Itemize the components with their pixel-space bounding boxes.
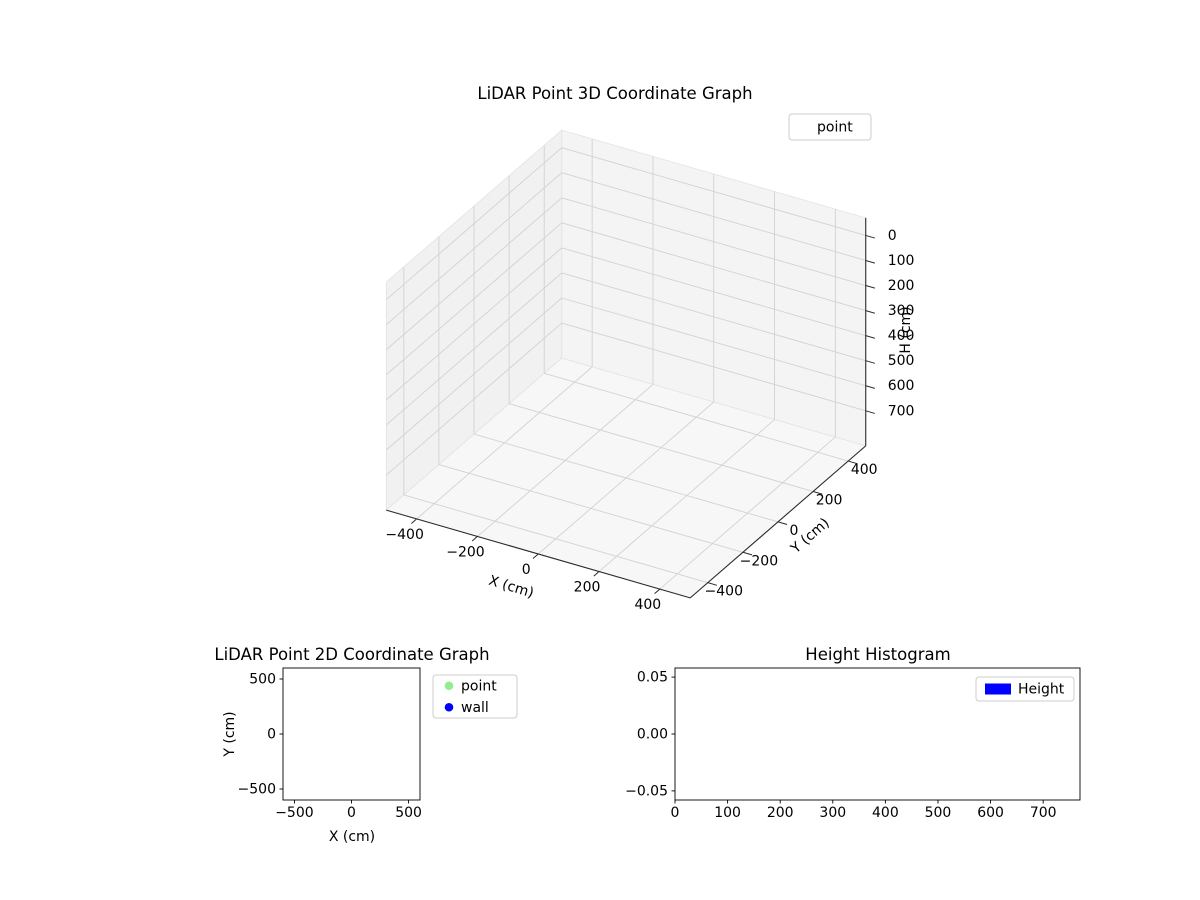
legend-marker-wall [444,702,454,712]
plot-frame [282,667,421,801]
x-tick-label: 0 [347,805,356,821]
x-tick-label: −500 [275,805,313,821]
grid-line [561,272,866,362]
x-tick-label: 700 [1030,805,1057,821]
grid-line [385,197,563,351]
grid-line [561,297,866,387]
x-tick-label: 400 [634,597,661,613]
x-tick-label: −400 [385,527,423,543]
x-tick-label: 100 [714,805,741,821]
legend-label: wall [461,700,489,716]
y-tick-mark [777,521,788,525]
grid-line [385,222,563,376]
y-tick-label: 400 [851,462,878,478]
z-tick-mark [865,410,875,414]
y-tick-label: 200 [816,492,843,508]
x-tick-mark [471,536,478,542]
grid-line [385,272,563,426]
legend-box [788,113,872,141]
y-tick-mark [848,460,858,465]
legend-marker-point [444,681,454,691]
z-tick-mark [865,310,875,314]
y-tick-label: −200 [740,553,778,569]
legend-box [432,674,518,719]
z-tick-label: 100 [888,253,915,269]
grid-line [561,197,866,286]
plot-3d-axes: −400 −200 0 200 400 −400 −200 0 200 400 0 100 200 300… [385,113,915,613]
plot-2d-axes: −500 0 500 500 0 −500 point wall [238,667,518,821]
x-tick-label: 300 [819,805,846,821]
x-tick-label: 400 [872,805,899,821]
y-tick-label: 0 [790,523,799,539]
z-tick-mark [865,234,875,239]
x-tick-label: 0 [522,562,531,578]
grid-line [403,494,708,584]
z-tick-label: 500 [888,353,915,369]
z-tick-mark [865,260,875,264]
y-tick-label: −0.05 [625,783,668,799]
legend-label: Height [1018,682,1065,698]
x-tick-mark [411,518,417,524]
legend-label: point [817,120,853,136]
legend-marker-point [800,122,810,132]
x-tick-label: 500 [395,805,422,821]
x-tick-label: 500 [925,805,952,821]
y-tick-label: 500 [249,672,276,688]
grid-line [385,297,563,451]
z-tick-mark [865,285,875,289]
grid-line [385,247,563,401]
z-tick-mark [865,360,875,364]
x-tick-label: 200 [574,580,601,596]
y-tick-label: 0.00 [637,727,668,743]
plot-2d-title: LiDAR Point 2D Coordinate Graph [214,645,489,664]
plot-hist-title: Height Histogram [805,645,950,664]
z-tick-label: 700 [888,403,915,419]
plot-3d-z-axis-label: H (cm) [898,306,914,353]
grid-line [544,372,849,462]
x-tick-mark [593,571,600,577]
x-tick-mark [654,588,661,595]
z-tick-label: 0 [888,228,897,244]
grid-line [385,147,563,301]
legend-box [975,676,1075,702]
grid-line [508,403,814,492]
legend-swatch-Height [985,683,1011,695]
plot-2d-x-axis-label: X (cm) [329,829,375,845]
grid-line [385,172,563,326]
grid-line [438,464,744,553]
y-tick-label: 0.05 [637,670,668,686]
legend-label: point [461,678,497,694]
y-tick-label: 0 [267,727,276,743]
grid-line [561,222,866,312]
grid-line [561,147,866,236]
plot-hist-axes: 0 100 200 300 400 500 600 700 0.05 0.00 −0.05 Heigh… [625,667,1081,821]
x-tick-label: −200 [446,544,484,560]
grid-line [561,172,866,261]
grid-line [473,433,779,523]
z-tick-mark [865,335,875,339]
z-tick-label: 300 [888,303,915,319]
x-tick-label: 200 [767,805,794,821]
x-tick-label: 0 [671,805,680,821]
z-tick-mark [865,385,875,389]
grid-line [385,322,563,476]
grid-line [561,322,866,412]
grid-line [561,247,866,337]
y-tick-mark [812,490,823,495]
y-tick-mark [707,582,718,586]
z-tick-label: 600 [888,378,915,394]
plot-2d-y-axis-label: Y (cm) [222,711,238,757]
z-tick-label: 400 [888,328,915,344]
z-tick-label: 200 [888,278,915,294]
x-tick-label: 600 [977,805,1004,821]
plot-3d-title: LiDAR Point 3D Coordinate Graph [477,84,752,103]
y-tick-mark [742,551,753,556]
y-tick-label: −500 [238,782,276,798]
x-tick-mark [532,553,539,559]
y-tick-label: −400 [705,584,743,600]
